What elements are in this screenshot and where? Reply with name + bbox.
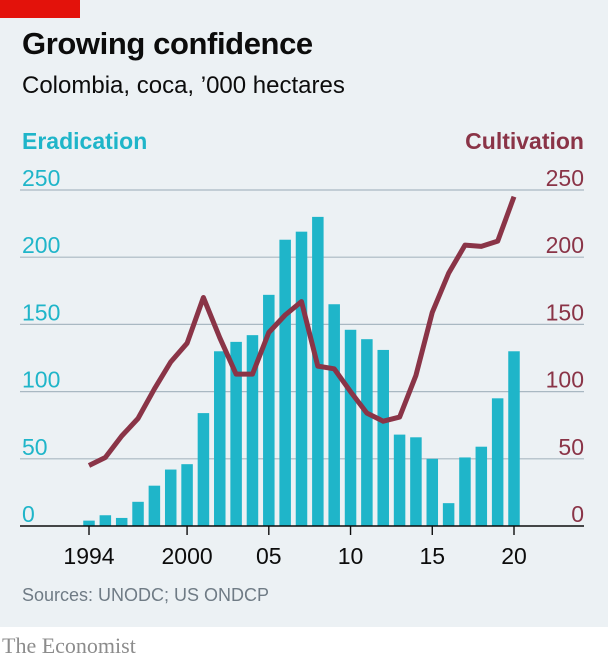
x-tick-label-05: 05 [256,543,282,569]
eradication-bar-2004 [246,335,259,526]
right-tick-label-100: 100 [546,367,584,393]
eradication-bar-2009 [328,304,340,526]
eradication-bar-2014 [410,437,422,526]
coca-chart: 0 0 50 50 100 100 150 150 200 200 250 250 1994 2000 05… [20,165,584,569]
x-tick-label-15: 15 [419,543,445,569]
eradication-bar-1996 [115,517,128,526]
left-tick-label-100: 100 [22,367,60,393]
eradication-bar-1998 [148,485,161,526]
eradication-bars [83,216,520,526]
brand-logo-text: The Economist [2,633,136,658]
eradication-bar-2010 [344,329,357,526]
eradication-bar-2001 [197,413,210,526]
brand-red-tag [0,0,80,18]
eradication-bar-2018 [475,446,488,526]
eradication-bar-2020 [508,351,520,526]
right-tick-label-0: 0 [571,501,584,527]
eradication-bar-2011 [361,339,373,526]
eradication-bar-2015 [426,458,439,526]
eradication-bar-2012 [377,349,389,526]
eradication-bar-2013 [393,434,406,526]
right-axis-label: Cultivation [465,128,584,154]
eradication-bar-2017 [459,457,471,526]
eradication-bar-2016 [442,503,455,526]
left-tick-label-50: 50 [22,434,48,460]
source-note: Sources: UNODC; US ONDCP [22,585,270,605]
right-tick-label-200: 200 [546,232,584,258]
left-tick-label-150: 150 [22,299,60,325]
right-tick-label-250: 250 [546,165,584,191]
x-axis [20,525,584,535]
left-tick-label-0: 0 [22,501,35,527]
eradication-bar-1995 [99,515,112,526]
eradication-bar-1994 [83,520,95,526]
right-tick-label-50: 50 [558,434,584,460]
x-tick-label-2000: 2000 [161,543,212,569]
cultivation-series [87,195,517,468]
chart-subtitle: Colombia, coca, ’000 hectares [22,72,345,99]
eradication-bar-2005 [263,294,275,526]
x-tick-label-1994: 1994 [63,543,114,569]
x-tick-label-20: 20 [501,543,527,569]
right-tick-label-150: 150 [546,299,584,325]
eradication-bar-2008 [312,216,324,526]
left-tick-label-250: 250 [22,165,60,191]
eradication-bar-2003 [230,341,242,526]
eradication-bar-2006 [279,239,291,526]
chart-title: Growing confidence [22,26,313,61]
eradication-bar-2000 [181,464,193,526]
eradication-bar-1997 [132,501,144,526]
left-tick-label-200: 200 [22,232,60,258]
eradication-bar-2007 [295,231,308,526]
eradication-bar-1999 [164,469,177,526]
cultivation-line [87,195,517,468]
eradication-bar-2002 [214,351,226,526]
tick-labels: 0 0 50 50 100 100 150 150 200 200 250 250 1994 2000 05… [22,165,584,569]
left-axis-label: Eradication [22,128,148,154]
eradication-bar-2019 [491,398,504,526]
x-tick-label-10: 10 [338,543,364,569]
